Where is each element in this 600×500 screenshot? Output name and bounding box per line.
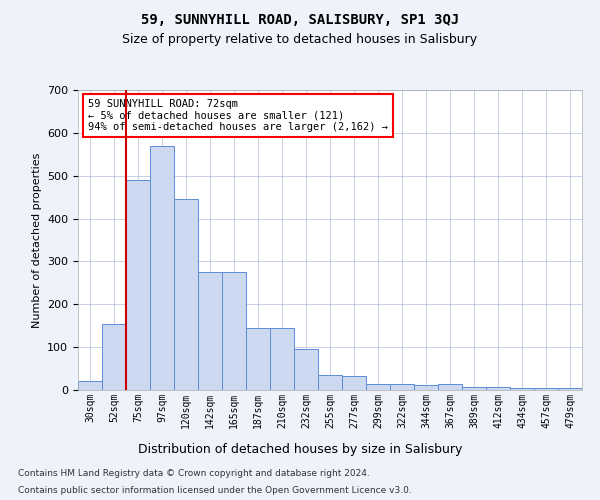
Bar (558, 388, 582, 390)
Bar (486, 387, 510, 390)
Bar (318, 375, 342, 390)
Bar (246, 328, 270, 390)
Text: Distribution of detached houses by size in Salisbury: Distribution of detached houses by size … (138, 442, 462, 456)
Y-axis label: Number of detached properties: Number of detached properties (32, 152, 41, 328)
Bar (126, 180, 150, 390)
Text: 59 SUNNYHILL ROAD: 72sqm
← 5% of detached houses are smaller (121)
94% of semi-d: 59 SUNNYHILL ROAD: 72sqm ← 5% of detache… (88, 99, 388, 132)
Bar (150, 146, 174, 390)
Bar (222, 272, 246, 390)
Bar (414, 385, 438, 390)
Bar (102, 324, 126, 390)
Bar (294, 350, 318, 390)
Bar (174, 200, 198, 390)
Bar (390, 384, 414, 390)
Text: 59, SUNNYHILL ROAD, SALISBURY, SP1 3QJ: 59, SUNNYHILL ROAD, SALISBURY, SP1 3QJ (141, 12, 459, 26)
Bar (342, 376, 366, 390)
Bar (510, 388, 534, 390)
Bar (438, 384, 462, 390)
Bar (78, 382, 102, 390)
Bar (366, 384, 390, 390)
Bar (462, 387, 486, 390)
Text: Contains public sector information licensed under the Open Government Licence v3: Contains public sector information licen… (18, 486, 412, 495)
Bar (270, 328, 294, 390)
Bar (198, 272, 222, 390)
Text: Size of property relative to detached houses in Salisbury: Size of property relative to detached ho… (122, 32, 478, 46)
Bar (534, 388, 558, 390)
Text: Contains HM Land Registry data © Crown copyright and database right 2024.: Contains HM Land Registry data © Crown c… (18, 468, 370, 477)
